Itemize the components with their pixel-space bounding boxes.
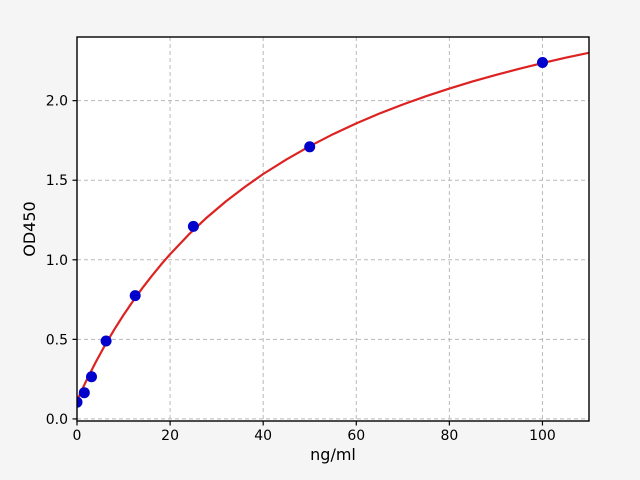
x-tick-label: 100 bbox=[529, 428, 556, 444]
y-tick-label: 1.5 bbox=[46, 173, 68, 189]
y-tick-label: 2.0 bbox=[46, 94, 68, 110]
data-point bbox=[86, 371, 97, 383]
fit-curve bbox=[77, 51, 589, 402]
y-tick-label: 0.5 bbox=[46, 332, 68, 348]
y-axis-label: OD450 bbox=[20, 201, 39, 257]
grid-lines bbox=[76, 37, 589, 421]
x-tick-label: 40 bbox=[254, 428, 272, 444]
axes-spines bbox=[76, 36, 590, 422]
x-tick-label: 20 bbox=[161, 428, 179, 444]
x-axis-label: ng/ml bbox=[310, 445, 356, 464]
y-tick-label: 0.0 bbox=[46, 412, 68, 428]
x-tick-label: 60 bbox=[347, 428, 365, 444]
y-tick-label: 1.0 bbox=[46, 253, 68, 269]
data-point bbox=[78, 387, 90, 399]
data-point bbox=[304, 141, 316, 153]
data-point bbox=[129, 290, 141, 302]
data-point bbox=[77, 396, 83, 408]
x-tick-label: 0 bbox=[73, 428, 82, 444]
data-point bbox=[187, 220, 199, 232]
axis-ticks bbox=[72, 100, 544, 426]
x-tick-label: 80 bbox=[440, 428, 458, 444]
tick-labels: 0 20 40 60 80 100 0.0 0.5 1.0 1.5 2.0 bbox=[46, 94, 556, 444]
data-point bbox=[537, 57, 548, 68]
data-point bbox=[100, 335, 112, 347]
data-points bbox=[77, 57, 548, 408]
plot-area bbox=[77, 37, 589, 421]
